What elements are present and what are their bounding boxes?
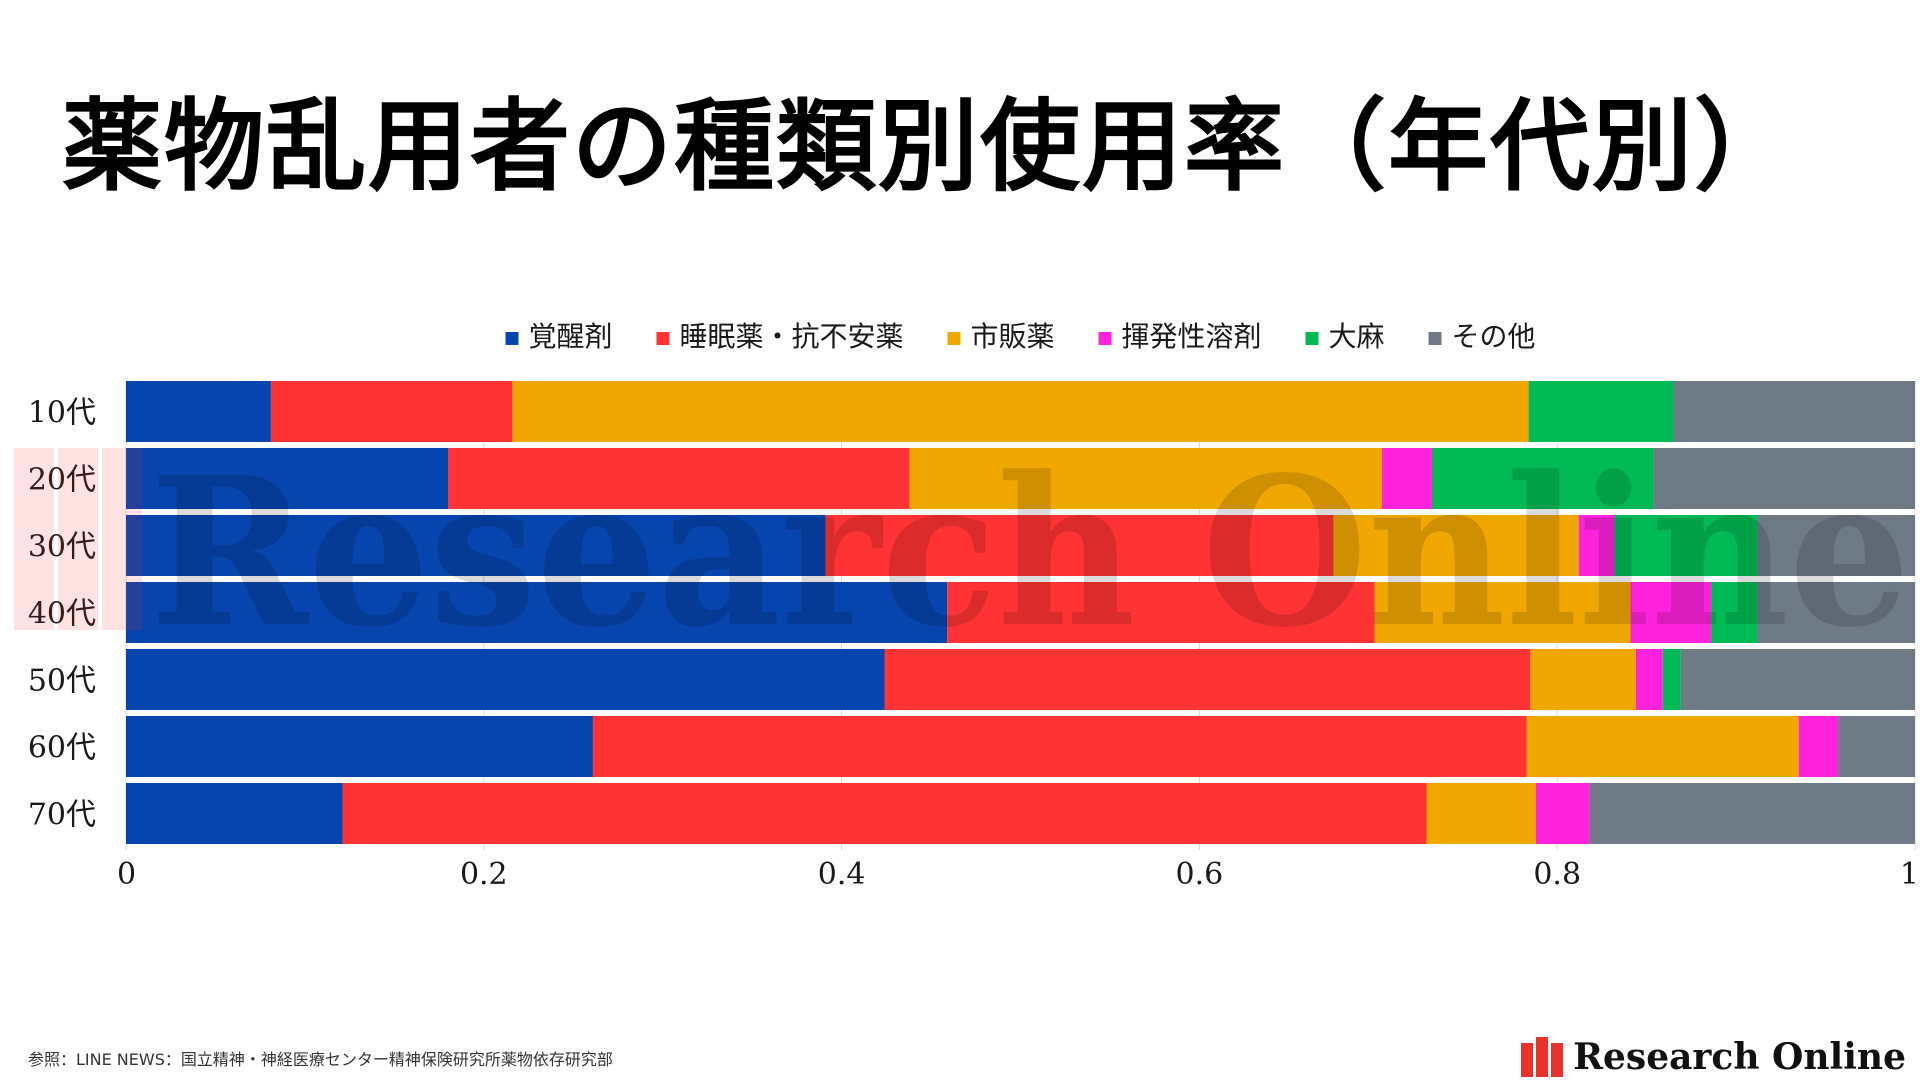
legend-swatch (1305, 332, 1319, 345)
brand-name: Research Online (1573, 1036, 1906, 1078)
bar-segment (1757, 582, 1915, 643)
bar-segment (1680, 649, 1915, 710)
bar-segment (1635, 649, 1663, 710)
legend-label: 睡眠薬・抗不安薬 (680, 320, 904, 353)
x-tick-label: 0.4 (818, 857, 866, 892)
legend-swatch (1428, 332, 1442, 345)
bar-segment (126, 582, 948, 643)
bar-segment (909, 448, 1382, 509)
bar-segment (1535, 783, 1590, 844)
bar-segment (126, 381, 271, 442)
x-tick-label: 0.8 (1533, 857, 1581, 892)
bar-segment (1333, 515, 1579, 576)
bar-segment (126, 716, 593, 777)
legend-item: 揮発性溶剤 (1098, 320, 1262, 353)
bar-segment (1662, 649, 1681, 710)
source-note: 参照：LINE NEWS：国立精神・神経医療センター精神保険研究所薬物依存研究部 (28, 1050, 613, 1069)
bar-segment (448, 448, 910, 509)
bar-segment (1653, 448, 1915, 509)
bar-segment (1528, 381, 1674, 442)
bar-segment (1374, 582, 1631, 643)
brand: Research Online (1521, 1036, 1906, 1078)
legend-item: 覚醒剤 (505, 320, 613, 353)
legend-item: 睡眠薬・抗不安薬 (656, 320, 904, 353)
bar-segment (126, 783, 343, 844)
category-label: 70代 (28, 798, 96, 833)
legend-swatch (1098, 332, 1112, 345)
legend-label: その他 (1452, 320, 1536, 353)
bar-segment (1578, 515, 1615, 576)
x-tick-label: 1 (1900, 857, 1919, 892)
bar-segment (126, 448, 449, 509)
legend-item: 大麻 (1305, 320, 1385, 353)
bar-segment (947, 582, 1375, 643)
bar-segment (1711, 582, 1758, 643)
bar-segment (884, 649, 1531, 710)
category-label: 30代 (28, 530, 96, 565)
x-tick-label: 0 (117, 857, 136, 892)
legend-label: 覚醒剤 (529, 320, 613, 353)
brand-logo-icon (1521, 1037, 1564, 1077)
bar-segment (1381, 448, 1432, 509)
bar-segment (1614, 515, 1758, 576)
bar-segment (1426, 783, 1536, 844)
bar-segment (1673, 381, 1915, 442)
legend-label: 市販薬 (971, 320, 1055, 353)
legend-label: 大麻 (1329, 320, 1385, 353)
bar-segment (126, 515, 826, 576)
category-label: 20代 (28, 463, 96, 498)
bar-segment (592, 716, 1527, 777)
bar-segment (825, 515, 1334, 576)
category-label: 40代 (28, 597, 96, 632)
bar-segment (1530, 649, 1636, 710)
bar-segment (1838, 716, 1915, 777)
legend-label: 揮発性溶剤 (1122, 320, 1262, 353)
chart-title: 薬物乱用者の種類別使用率（年代別） (62, 88, 1796, 205)
legend-swatch (505, 332, 519, 345)
bar-segment (1630, 582, 1712, 643)
legend-swatch (947, 332, 961, 345)
category-label: 10代 (28, 396, 96, 431)
category-label: 60代 (28, 731, 96, 766)
x-tick-label: 0.6 (1176, 857, 1224, 892)
x-tick-label: 0.2 (460, 857, 508, 892)
category-label: 50代 (28, 664, 96, 699)
bar-segment (1798, 716, 1839, 777)
legend-item: その他 (1428, 320, 1536, 353)
bar-segment (1589, 783, 1915, 844)
legend-swatch (656, 332, 670, 345)
bar-segment (1757, 515, 1915, 576)
bar-segment (270, 381, 513, 442)
bar-segment (1431, 448, 1654, 509)
bar-segment (1526, 716, 1799, 777)
legend-item: 市販薬 (947, 320, 1055, 353)
bar-segment (126, 649, 885, 710)
bar-segment (512, 381, 1529, 442)
bar-segment (342, 783, 1427, 844)
